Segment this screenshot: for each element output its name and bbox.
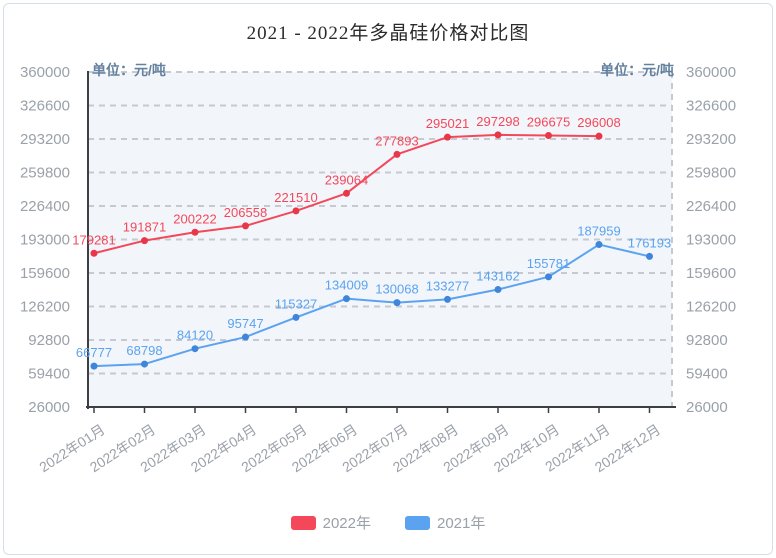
data-label-2022年: 295021 [426, 116, 469, 131]
data-point-2021年[interactable] [191, 345, 199, 353]
data-label-2021年: 68798 [126, 343, 162, 358]
y-axis-label-left: 92800 [28, 332, 70, 349]
data-point-2021年[interactable] [595, 241, 603, 249]
data-label-2022年: 200222 [173, 211, 216, 226]
data-label-2022年: 206558 [224, 205, 267, 220]
data-label-2022年: 239064 [325, 172, 368, 187]
data-label-2022年: 191871 [123, 220, 166, 235]
y-axis-label-left: 326600 [20, 98, 70, 115]
legend-item-2021[interactable]: 2021年 [405, 512, 485, 533]
data-point-2022年[interactable] [90, 249, 98, 257]
y-axis-label-right: 326600 [686, 98, 736, 115]
y-axis-label-left: 26000 [28, 399, 70, 416]
data-point-2021年[interactable] [646, 252, 653, 260]
data-point-2021年[interactable] [292, 313, 300, 321]
legend-item-2022[interactable]: 2022年 [290, 512, 371, 533]
y-axis-label-right: 26000 [686, 399, 728, 416]
y-axis-label-left: 159600 [20, 265, 70, 282]
y-axis-label-left: 226400 [20, 198, 70, 215]
data-label-2021年: 95747 [227, 316, 263, 331]
data-point-2021年[interactable] [141, 360, 148, 368]
data-point-2021年[interactable] [545, 273, 552, 281]
unit-label-right: 单位：元/吨 [600, 62, 674, 78]
data-point-2021年[interactable] [494, 285, 502, 293]
data-label-2021年: 187959 [577, 224, 620, 239]
y-axis-label-left: 259800 [20, 165, 70, 182]
data-point-2021年[interactable] [444, 295, 451, 303]
data-point-2022年[interactable] [595, 132, 603, 140]
y-axis-label-left: 59400 [28, 366, 70, 383]
y-axis-label-right: 92800 [686, 332, 728, 349]
data-point-2021年[interactable] [90, 362, 98, 370]
data-point-2022年[interactable] [141, 237, 148, 245]
data-point-2022年[interactable] [191, 228, 199, 236]
data-label-2021年: 115327 [275, 296, 317, 311]
data-label-2022年: 277893 [375, 133, 418, 148]
data-point-2022年[interactable] [545, 132, 552, 140]
data-point-2022年[interactable] [242, 222, 249, 230]
data-point-2022年[interactable] [393, 150, 401, 158]
data-label-2022年: 179281 [72, 232, 115, 247]
data-label-2022年: 221510 [274, 190, 317, 205]
y-axis-label-right: 59400 [686, 366, 728, 383]
y-axis-label-right: 159600 [686, 265, 736, 282]
legend-label-2021: 2021年 [437, 515, 486, 532]
data-point-2021年[interactable] [393, 299, 401, 307]
data-point-2022年[interactable] [343, 189, 350, 197]
unit-label-left: 单位：元/吨 [92, 62, 166, 78]
y-axis-label-right: 259800 [686, 165, 736, 182]
y-axis-label-right: 360000 [686, 64, 736, 81]
data-label-2021年: 130068 [375, 282, 418, 297]
y-axis-label-left: 293200 [20, 131, 70, 148]
y-axis-label-left: 193000 [20, 232, 70, 249]
data-point-2022年[interactable] [444, 133, 451, 141]
legend: 2022年 2021年 [0, 512, 776, 533]
chart-title: 2021 - 2022年多晶硅价格对比图 [246, 23, 530, 44]
legend-swatch-2021-icon [405, 515, 430, 530]
data-label-2021年: 133277 [426, 278, 469, 293]
data-label-2021年: 66777 [76, 345, 112, 360]
y-axis-label-right: 293200 [686, 131, 736, 148]
data-label-2022年: 297298 [476, 114, 519, 129]
y-axis-label-left: 360000 [20, 64, 70, 81]
y-axis-label-right: 193000 [686, 232, 736, 249]
data-point-2022年[interactable] [292, 207, 300, 215]
data-label-2021年: 84120 [177, 328, 213, 343]
data-point-2021年[interactable] [343, 295, 350, 303]
data-label-2021年: 143162 [476, 268, 519, 283]
legend-label-2022: 2022年 [322, 515, 371, 532]
data-point-2021年[interactable] [242, 333, 249, 341]
data-label-2021年: 155781 [527, 256, 570, 271]
series-line-2021年 [93, 243, 650, 368]
data-label-2022年: 296008 [577, 115, 620, 130]
y-axis-label-right: 226400 [686, 198, 736, 215]
y-axis-label-left: 126200 [20, 299, 70, 316]
legend-swatch-2022-icon [290, 515, 316, 530]
data-point-2022年[interactable] [494, 131, 502, 139]
data-label-2021年: 134009 [325, 278, 368, 293]
data-label-2022年: 296675 [527, 115, 570, 130]
data-label-2021年: 176193 [628, 235, 671, 250]
y-axis-label-right: 126200 [686, 299, 736, 316]
